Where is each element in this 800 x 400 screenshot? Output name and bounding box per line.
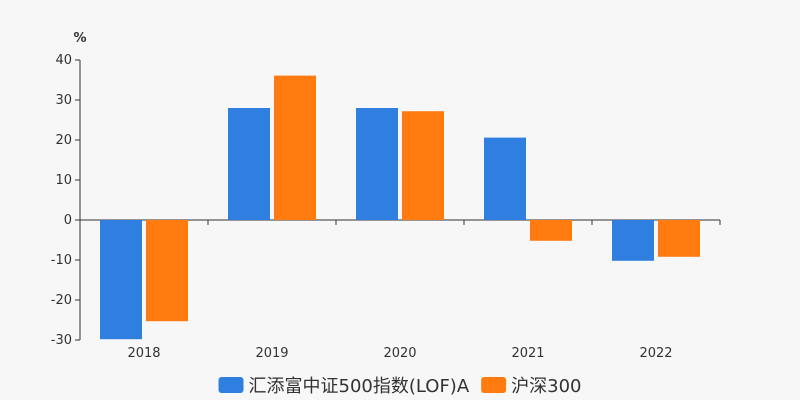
legend-swatch [481,377,507,393]
legend-swatch [218,377,244,393]
legend-item-1: 汇添富中证500指数(LOF)A [218,376,470,397]
bar-series-1 [356,108,398,220]
x-tick-label: 2020 [383,346,416,361]
bar-series-1 [484,137,526,220]
y-tick-label: 0 [64,213,72,228]
bar-series-1 [612,220,654,261]
y-tick-label: -20 [51,293,72,308]
y-axis: 40 30 20 10 0 -10 -20 -30 [51,53,81,348]
y-tick-label: 10 [55,173,72,188]
x-tick-label: 2021 [511,346,544,361]
y-tick-label: -10 [51,253,72,268]
bar-series-2 [530,220,572,241]
y-axis-unit: % [73,31,86,46]
bar-series-1 [228,108,270,220]
x-tick-label: 2019 [255,346,288,361]
y-tick-label: 20 [55,133,72,148]
x-tick-label: 2018 [127,346,160,361]
y-tick-label: 40 [55,53,72,68]
bars [100,75,700,340]
x-tick-label: 2022 [639,346,672,361]
bar-series-1 [100,220,142,340]
y-tick-label: -30 [51,333,72,348]
bar-series-2 [146,220,188,322]
legend-label: 沪深300 [511,376,581,397]
y-tick-label: 30 [55,93,72,108]
bar-series-2 [274,75,316,220]
legend: 汇添富中证500指数(LOF)A 沪深300 [218,376,581,397]
legend-label: 汇添富中证500指数(LOF)A [249,376,470,397]
bar-series-2 [402,111,444,220]
legend-item-2: 沪深300 [481,376,581,397]
bar-series-2 [658,220,700,257]
